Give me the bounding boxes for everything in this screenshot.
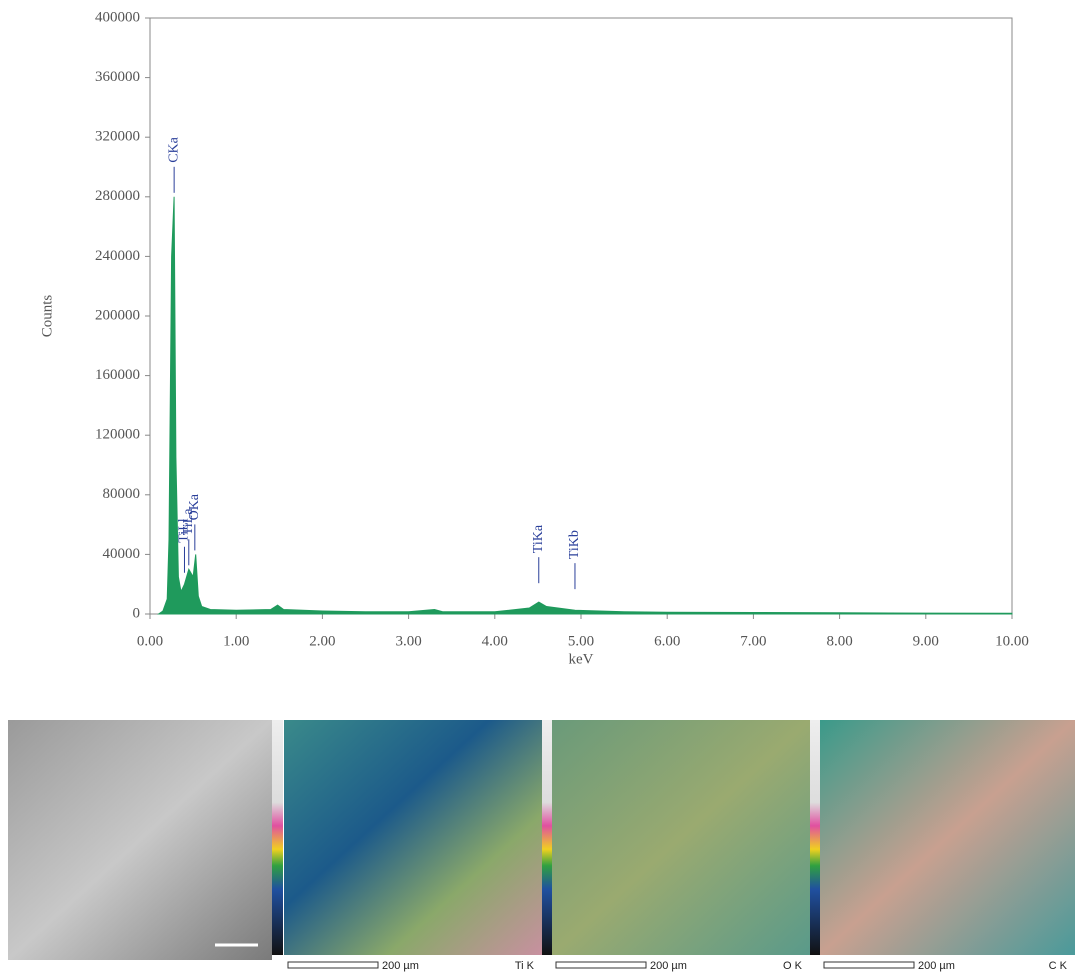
x-tick-label: 0.00 xyxy=(137,633,163,649)
element-label: Ti K xyxy=(515,960,535,972)
x-tick-label: 7.00 xyxy=(740,633,766,649)
y-tick-label: 160000 xyxy=(95,367,140,383)
x-tick-label: 9.00 xyxy=(913,633,939,649)
maps xyxy=(8,720,1075,960)
element-label: O K xyxy=(783,960,803,972)
peak-label: TiKb xyxy=(567,530,582,559)
element-label: C K xyxy=(1049,960,1068,972)
figure: Counts keV 0 40000 80000 120000 160000 200000… xyxy=(0,0,1079,974)
peak-label: TiKa xyxy=(531,524,546,553)
x-tick-label: 1.00 xyxy=(223,633,249,649)
y-tick-label: 80000 xyxy=(103,486,141,502)
peak-label: OKa xyxy=(187,493,202,520)
c-map xyxy=(820,720,1075,955)
scale-label: 200 µm xyxy=(918,960,955,972)
x-tick-label: 5.00 xyxy=(568,633,594,649)
scale-label: 200 µm xyxy=(382,960,419,972)
spectrum xyxy=(159,197,1012,614)
x-tick-label: 3.00 xyxy=(395,633,421,649)
x-tick-label: 6.00 xyxy=(654,633,680,649)
color-bar xyxy=(810,720,820,955)
y-axis-label: Counts xyxy=(39,295,55,338)
y-tick-label: 320000 xyxy=(95,129,140,145)
peak-label: CKa xyxy=(166,136,181,162)
y-tick-label: 120000 xyxy=(95,427,140,443)
y-tick-label: 40000 xyxy=(103,546,141,562)
sem-image xyxy=(8,720,272,960)
y-tick-label: 0 xyxy=(133,605,141,621)
scale-bar xyxy=(556,962,646,968)
x-tick-label: 4.00 xyxy=(482,633,508,649)
x-tick-label: 8.00 xyxy=(826,633,852,649)
scale-label: 200 µm xyxy=(650,960,687,972)
y-tick-label: 360000 xyxy=(95,69,140,85)
y-tick-label: 240000 xyxy=(95,248,140,264)
color-bar xyxy=(272,720,283,955)
x-tick-label: 2.00 xyxy=(309,633,335,649)
x-axis-label: keV xyxy=(569,651,594,667)
plot-frame xyxy=(150,18,1012,614)
scale-bar xyxy=(824,962,914,968)
y-tick-label: 280000 xyxy=(95,188,140,204)
ti-map xyxy=(284,720,542,955)
o-map xyxy=(552,720,810,955)
y-tick-label: 400000 xyxy=(95,9,140,25)
color-bar xyxy=(542,720,552,955)
y-tick-label: 200000 xyxy=(95,307,140,323)
scale-bar xyxy=(288,962,378,968)
x-tick-label: 10.00 xyxy=(995,633,1029,649)
